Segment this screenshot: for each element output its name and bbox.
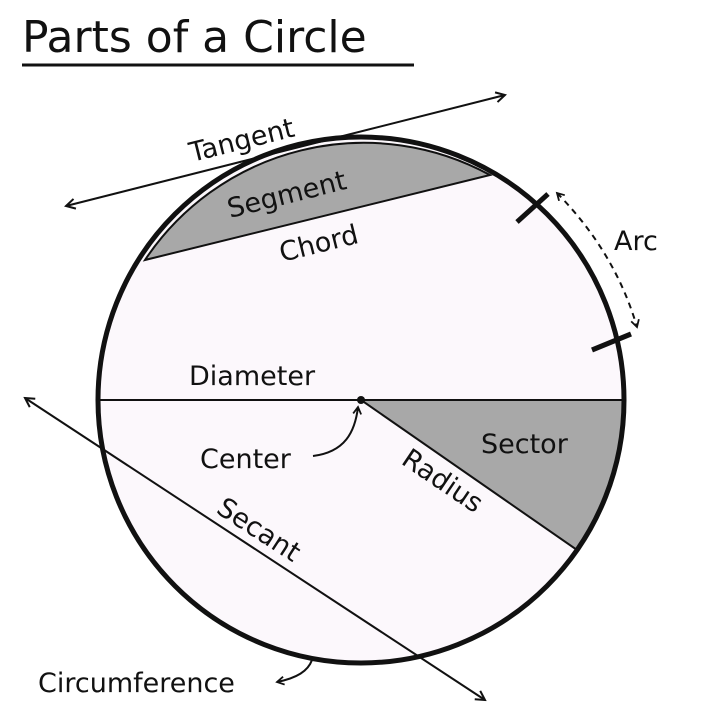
center-pointer-arrow <box>312 405 362 457</box>
page-title: Parts of a Circle <box>22 12 367 63</box>
sector-label: Sector <box>481 429 569 460</box>
arc-label: Arc <box>614 226 658 257</box>
diameter-label: Diameter <box>189 361 316 392</box>
circumference-pointer-arrow <box>275 659 313 686</box>
circumference <box>95 134 627 666</box>
circumference-label: Circumference <box>38 668 235 699</box>
arc-arrow <box>555 191 640 329</box>
arc-tick-top <box>515 192 550 224</box>
arc-tick-bottom <box>591 331 632 353</box>
center-label: Center <box>200 444 292 475</box>
center-point <box>357 396 365 404</box>
